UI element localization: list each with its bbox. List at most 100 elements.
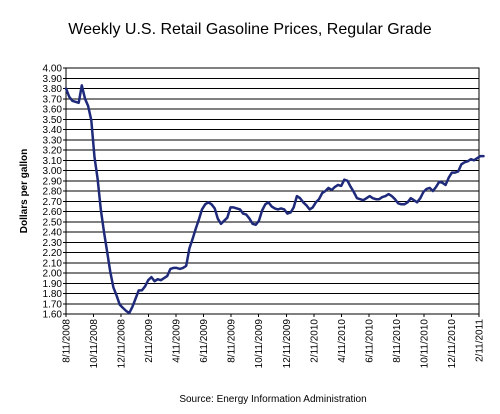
gridlines bbox=[66, 67, 479, 315]
data-point bbox=[454, 171, 456, 174]
data-point bbox=[65, 87, 67, 90]
data-point bbox=[242, 212, 245, 215]
data-point bbox=[286, 212, 289, 215]
data-point bbox=[368, 195, 371, 198]
data-point bbox=[381, 196, 384, 199]
data-point bbox=[144, 285, 147, 288]
data-point bbox=[264, 203, 267, 206]
x-tick-label: 6/11/2009 bbox=[199, 319, 210, 363]
data-point bbox=[232, 206, 235, 209]
data-point bbox=[201, 208, 203, 211]
data-point bbox=[349, 186, 352, 188]
data-point bbox=[239, 208, 241, 211]
data-point bbox=[460, 163, 463, 166]
y-tick-label: 3.10 bbox=[43, 156, 63, 167]
data-point bbox=[118, 303, 121, 306]
y-tick-label: 3.40 bbox=[43, 125, 63, 136]
data-point bbox=[330, 189, 333, 191]
data-point bbox=[308, 208, 311, 211]
data-point bbox=[387, 193, 390, 196]
data-point bbox=[248, 217, 251, 220]
y-tick-label: 3.00 bbox=[43, 166, 63, 177]
x-tick-label: 8/11/2008 bbox=[62, 319, 73, 363]
y-tick-label: 1.70 bbox=[43, 299, 63, 310]
data-point bbox=[327, 187, 330, 189]
data-point bbox=[169, 268, 172, 270]
x-axis-ticks: 8/11/2008 10/11/2008 12/11/2008 2/11/2009 4/… bbox=[62, 314, 486, 368]
data-point bbox=[318, 198, 320, 201]
y-tick-label: 2.20 bbox=[43, 248, 63, 259]
data-point bbox=[251, 222, 254, 225]
data-point bbox=[160, 279, 162, 282]
data-point bbox=[235, 207, 238, 210]
chart-title: Weekly U.S. Retail Gasoline Prices, Regu… bbox=[68, 21, 432, 38]
data-point bbox=[447, 176, 450, 179]
x-tick-label: 6/11/2010 bbox=[364, 319, 375, 363]
data-point bbox=[362, 199, 365, 202]
data-point bbox=[77, 101, 80, 104]
data-point bbox=[150, 276, 153, 278]
data-point bbox=[273, 207, 276, 210]
y-tick-label: 3.30 bbox=[43, 135, 63, 146]
data-point bbox=[172, 267, 175, 269]
y-tick-label: 2.80 bbox=[43, 187, 63, 198]
data-point bbox=[226, 216, 229, 219]
y-tick-label: 2.10 bbox=[43, 258, 63, 269]
x-tick-label: 12/11/2009 bbox=[282, 319, 293, 369]
data-point bbox=[258, 219, 260, 222]
data-point bbox=[163, 277, 166, 279]
data-point bbox=[422, 191, 425, 193]
data-point bbox=[166, 275, 169, 277]
data-point bbox=[413, 199, 415, 202]
x-tick-label: 8/11/2009 bbox=[227, 319, 238, 363]
data-point bbox=[267, 201, 270, 204]
data-point bbox=[229, 206, 232, 209]
data-point bbox=[90, 119, 93, 122]
data-point bbox=[87, 105, 89, 107]
data-point bbox=[191, 238, 194, 241]
y-tick-label: 2.90 bbox=[43, 176, 63, 187]
data-point bbox=[473, 159, 475, 162]
data-point bbox=[479, 155, 482, 158]
y-tick-label: 2.70 bbox=[43, 197, 63, 208]
x-tick-label: 12/11/2010 bbox=[447, 319, 458, 369]
data-point bbox=[476, 157, 479, 160]
data-point bbox=[204, 203, 207, 206]
source-note: Source: Energy Information Administratio… bbox=[179, 394, 366, 405]
data-point bbox=[441, 181, 444, 184]
data-point bbox=[444, 184, 447, 186]
data-point bbox=[131, 305, 134, 308]
data-point bbox=[324, 190, 327, 192]
data-point bbox=[375, 198, 377, 201]
y-axis-ticks: 1.601.701.801.902.002.102.202.302.402.50… bbox=[43, 64, 66, 321]
y-tick-label: 2.00 bbox=[43, 269, 63, 280]
series-group bbox=[64, 84, 485, 315]
data-point bbox=[416, 201, 418, 204]
x-tick-label: 10/11/2009 bbox=[254, 319, 265, 369]
data-point bbox=[216, 217, 219, 220]
data-point bbox=[103, 231, 105, 233]
data-point bbox=[302, 201, 305, 204]
data-point bbox=[210, 203, 213, 206]
data-point bbox=[321, 192, 324, 195]
data-point bbox=[147, 279, 150, 282]
data-point bbox=[93, 156, 96, 159]
data-point bbox=[428, 187, 431, 189]
data-point bbox=[438, 180, 441, 183]
data-point bbox=[390, 195, 393, 198]
y-tick-label: 3.20 bbox=[43, 146, 63, 157]
data-point bbox=[365, 197, 368, 200]
data-point bbox=[346, 179, 349, 182]
data-point bbox=[397, 202, 399, 205]
data-point bbox=[156, 278, 159, 281]
data-point bbox=[197, 218, 200, 221]
data-point bbox=[394, 198, 396, 201]
x-tick-label: 10/11/2008 bbox=[89, 319, 100, 369]
x-tick-label: 4/11/2009 bbox=[172, 319, 183, 363]
data-point bbox=[340, 185, 343, 187]
data-point bbox=[277, 208, 279, 211]
data-point bbox=[68, 95, 71, 98]
data-point bbox=[99, 208, 102, 211]
data-point bbox=[109, 271, 112, 273]
